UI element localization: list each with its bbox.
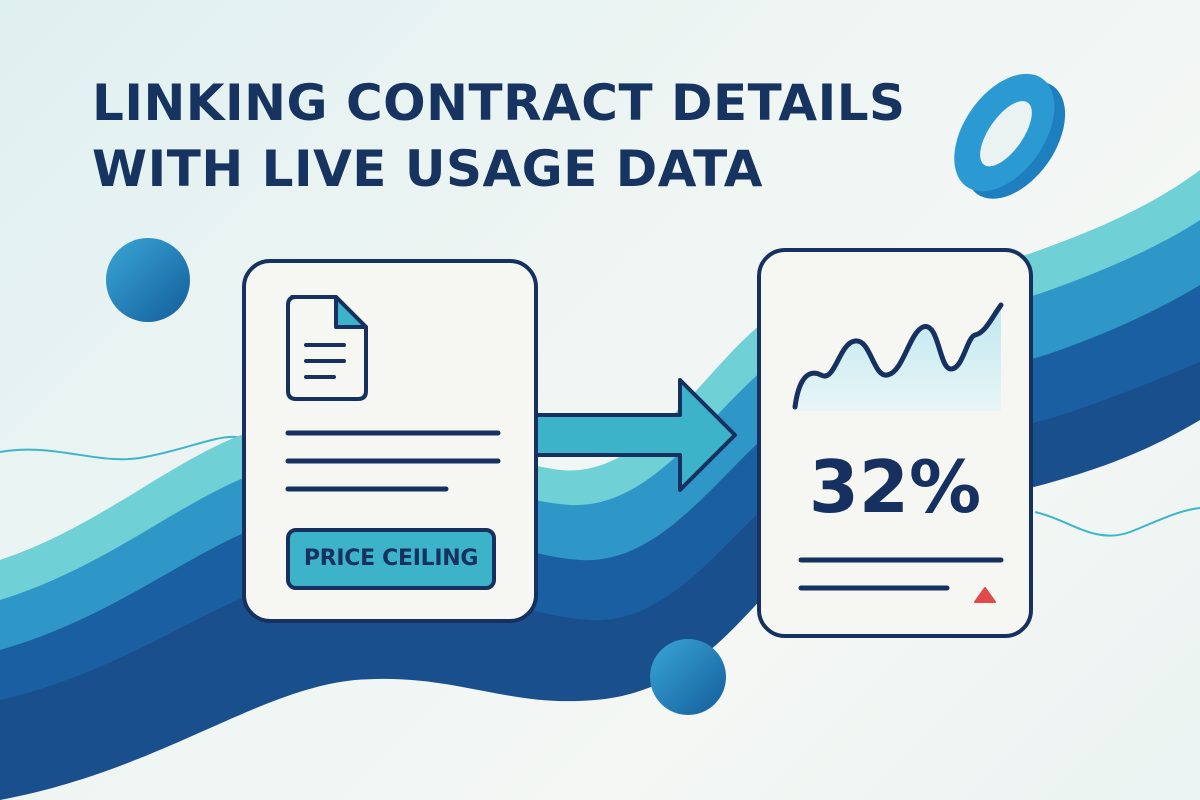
price-ceiling-tag: PRICE CEILING [286, 528, 496, 590]
sphere-left [106, 238, 190, 322]
headline-line-2: WITH LIVE USAGE DATA [92, 140, 763, 198]
usage-card: 32% [757, 248, 1033, 638]
right-arrow-icon [532, 378, 737, 492]
sphere-bottom [650, 639, 726, 715]
headline-line-1: LINKING CONTRACT DETAILS [92, 74, 906, 132]
ring-shape [954, 73, 1066, 199]
contract-card: PRICE CEILING [242, 259, 538, 623]
line-chart-icon [792, 302, 1004, 411]
usage-percentage: 32% [808, 445, 982, 529]
red-up-triangle-icon [974, 587, 996, 603]
thin-wave-left [0, 435, 251, 461]
document-icon [286, 295, 368, 401]
summary-lines [798, 557, 1004, 591]
text-lines [285, 430, 501, 492]
thin-wave-right [1034, 507, 1200, 537]
headline: LINKING CONTRACT DETAILS WITH LIVE USAGE… [92, 70, 906, 202]
